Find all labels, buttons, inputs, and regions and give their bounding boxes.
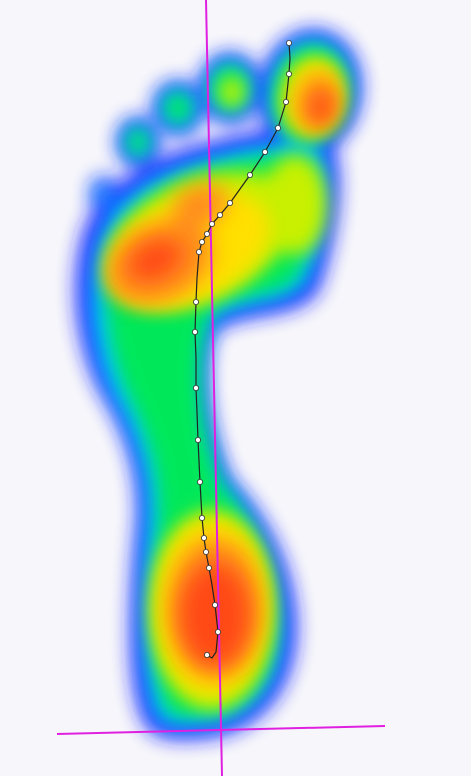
cop-point: [285, 40, 292, 47]
green-toe-3: [165, 93, 191, 123]
red-forefoot: [128, 239, 182, 281]
pressure-heatmap: [76, 30, 361, 739]
orange-forefoot-mid: [172, 183, 228, 227]
cop-point: [198, 515, 205, 522]
cop-point: [200, 535, 207, 542]
cyan-toe-5: [96, 182, 110, 206]
yg-toe-2: [220, 77, 244, 107]
cop-point: [198, 238, 205, 245]
cop-point: [261, 148, 268, 155]
cop-point: [203, 652, 210, 659]
cop-point: [194, 436, 201, 443]
cop-point: [226, 199, 233, 206]
cop-points: [191, 40, 292, 659]
cop-point: [192, 384, 199, 391]
cop-point: [191, 328, 198, 335]
cop-point: [203, 230, 210, 237]
cop-point: [205, 565, 212, 572]
heel-baseline: [56, 725, 386, 735]
cop-point: [195, 248, 202, 255]
cop-point: [246, 171, 253, 178]
cop-point: [211, 602, 218, 609]
reference-axes: [56, 0, 386, 776]
cop-point: [216, 211, 223, 218]
cop-point: [282, 99, 289, 106]
foot-axis-line: [205, 0, 223, 776]
center-of-pressure-trace: [191, 40, 292, 659]
cop-point: [202, 549, 209, 556]
cop-point: [274, 125, 281, 132]
cop-point: [192, 298, 199, 305]
red-heel: [180, 563, 250, 667]
cop-point: [196, 478, 203, 485]
pressure-layer-high: [128, 90, 335, 667]
cop-point: [285, 71, 292, 78]
green-toe-4: [128, 129, 148, 155]
cop-point: [208, 220, 215, 227]
cop-point: [214, 629, 221, 636]
yg-forefoot-medial: [263, 155, 327, 255]
red-hallux: [309, 90, 335, 126]
